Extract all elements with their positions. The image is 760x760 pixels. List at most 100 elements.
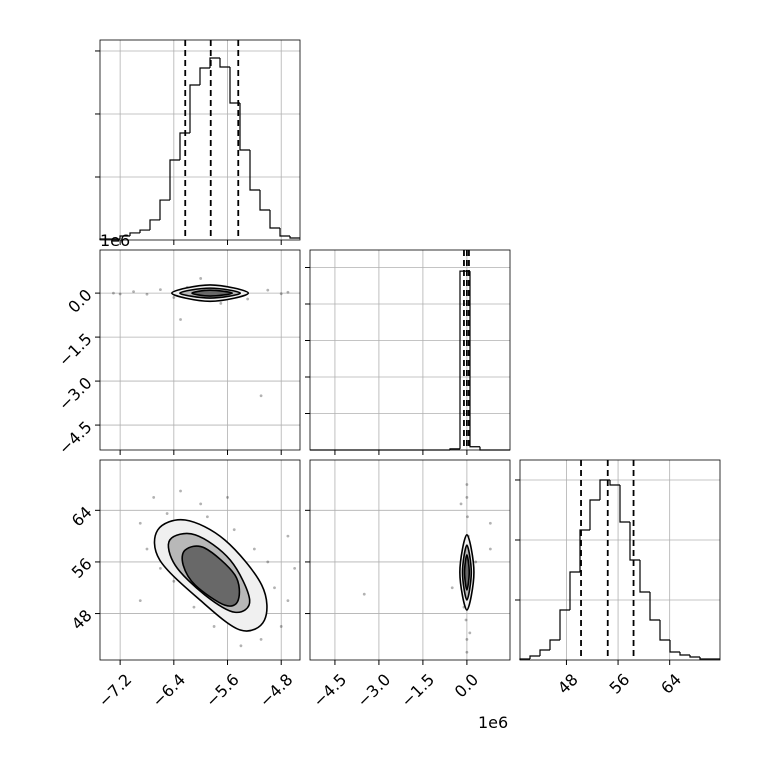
sample-point	[459, 502, 463, 506]
sample-point	[450, 586, 454, 590]
histogram-bin	[669, 640, 680, 653]
sample-point	[226, 496, 229, 499]
sample-point	[112, 291, 115, 295]
y-tick-label: −1.5	[55, 329, 96, 370]
histogram-bin	[229, 66, 240, 104]
histogram-bin	[599, 479, 610, 500]
histogram-bin	[239, 103, 250, 151]
axes-frame	[309, 249, 511, 451]
histogram-bin	[539, 649, 550, 656]
sample-point	[266, 560, 270, 564]
sample-point	[266, 288, 270, 292]
histogram-bin	[469, 271, 480, 448]
histogram-bin	[189, 84, 200, 134]
histogram-bin	[549, 639, 560, 650]
histogram-bin	[219, 58, 230, 68]
sample-point	[474, 560, 478, 564]
sample-point	[466, 515, 469, 519]
contour	[191, 289, 234, 297]
sample-point	[145, 547, 149, 551]
sample-point	[252, 547, 256, 551]
histogram-bin	[119, 235, 130, 239]
sample-point	[468, 631, 472, 635]
sample-point	[199, 277, 203, 280]
y-tick-label: 64	[68, 503, 96, 531]
histogram-bin	[589, 499, 600, 530]
sample-point	[286, 290, 290, 294]
sample-point	[362, 592, 366, 596]
histogram-bin	[659, 619, 670, 641]
sample-point	[239, 644, 243, 648]
histogram-bin	[139, 229, 150, 233]
histogram-bin	[479, 446, 490, 451]
sample-point	[286, 534, 290, 538]
axes-frame	[519, 459, 721, 661]
histogram-bin	[569, 571, 580, 611]
axes-frame	[99, 39, 301, 241]
sample-point	[138, 521, 142, 525]
histogram-bin	[269, 210, 280, 229]
histogram-bin	[149, 219, 160, 231]
histogram-bin	[289, 235, 300, 239]
histogram-bin	[529, 655, 540, 659]
sample-point	[279, 292, 283, 296]
histogram-bin	[649, 592, 660, 621]
x-tick-label: −5.6	[202, 670, 243, 711]
x-tick-label: −7.2	[95, 670, 136, 711]
sample-point	[152, 496, 156, 499]
sample-point	[232, 528, 236, 532]
sample-point	[465, 496, 469, 499]
sample-point	[165, 512, 169, 515]
histogram-bin	[199, 67, 210, 85]
histogram-bin	[619, 484, 630, 523]
sample-point	[199, 502, 203, 506]
x-tick-label: −1.5	[397, 670, 438, 711]
sample-point	[465, 650, 469, 654]
x-tick-label: 48	[554, 670, 582, 698]
histogram-bin	[249, 150, 260, 191]
sample-point	[246, 297, 250, 301]
sample-point	[293, 566, 297, 570]
x-tick-label: −3.0	[353, 670, 394, 711]
sample-point	[465, 483, 469, 486]
y-tick-label: 48	[68, 606, 96, 634]
sample-point	[192, 605, 196, 609]
x-tick-label: −4.8	[256, 670, 297, 711]
sample-point	[488, 547, 492, 551]
histogram-bin	[179, 132, 190, 160]
y-offset-label: 1e6	[100, 231, 130, 250]
contour	[463, 554, 471, 591]
histogram-bin	[129, 232, 140, 236]
x-tick-label: 56	[606, 670, 634, 698]
y-tick-label: −4.5	[55, 417, 96, 458]
sample-point	[179, 489, 182, 493]
y-tick-label: −3.0	[55, 373, 96, 414]
y-tick-label: 0.0	[64, 285, 95, 316]
sample-point	[259, 637, 263, 641]
sample-point	[212, 625, 216, 628]
axes-frame	[309, 459, 511, 661]
sample-point	[205, 515, 209, 519]
sample-point	[279, 625, 283, 628]
histogram-bin	[679, 652, 690, 656]
histogram-bin	[689, 655, 700, 658]
sample-point	[464, 618, 468, 622]
histogram-bin	[259, 189, 270, 211]
histogram-bin	[279, 228, 290, 237]
x-tick-label: −6.4	[148, 670, 189, 711]
sample-point	[159, 288, 162, 291]
sample-point	[259, 394, 263, 398]
histogram-bin	[159, 199, 170, 220]
histogram-bin	[609, 479, 620, 486]
sample-point	[273, 586, 276, 590]
x-tick-label: 0.0	[451, 670, 482, 701]
sample-point	[179, 318, 182, 321]
axes-frame	[99, 249, 301, 451]
sample-point	[488, 521, 492, 525]
contour	[181, 545, 241, 607]
sample-point	[159, 566, 162, 570]
axes-frame	[99, 459, 301, 661]
histogram-bin	[579, 529, 590, 572]
sample-point	[286, 599, 290, 603]
